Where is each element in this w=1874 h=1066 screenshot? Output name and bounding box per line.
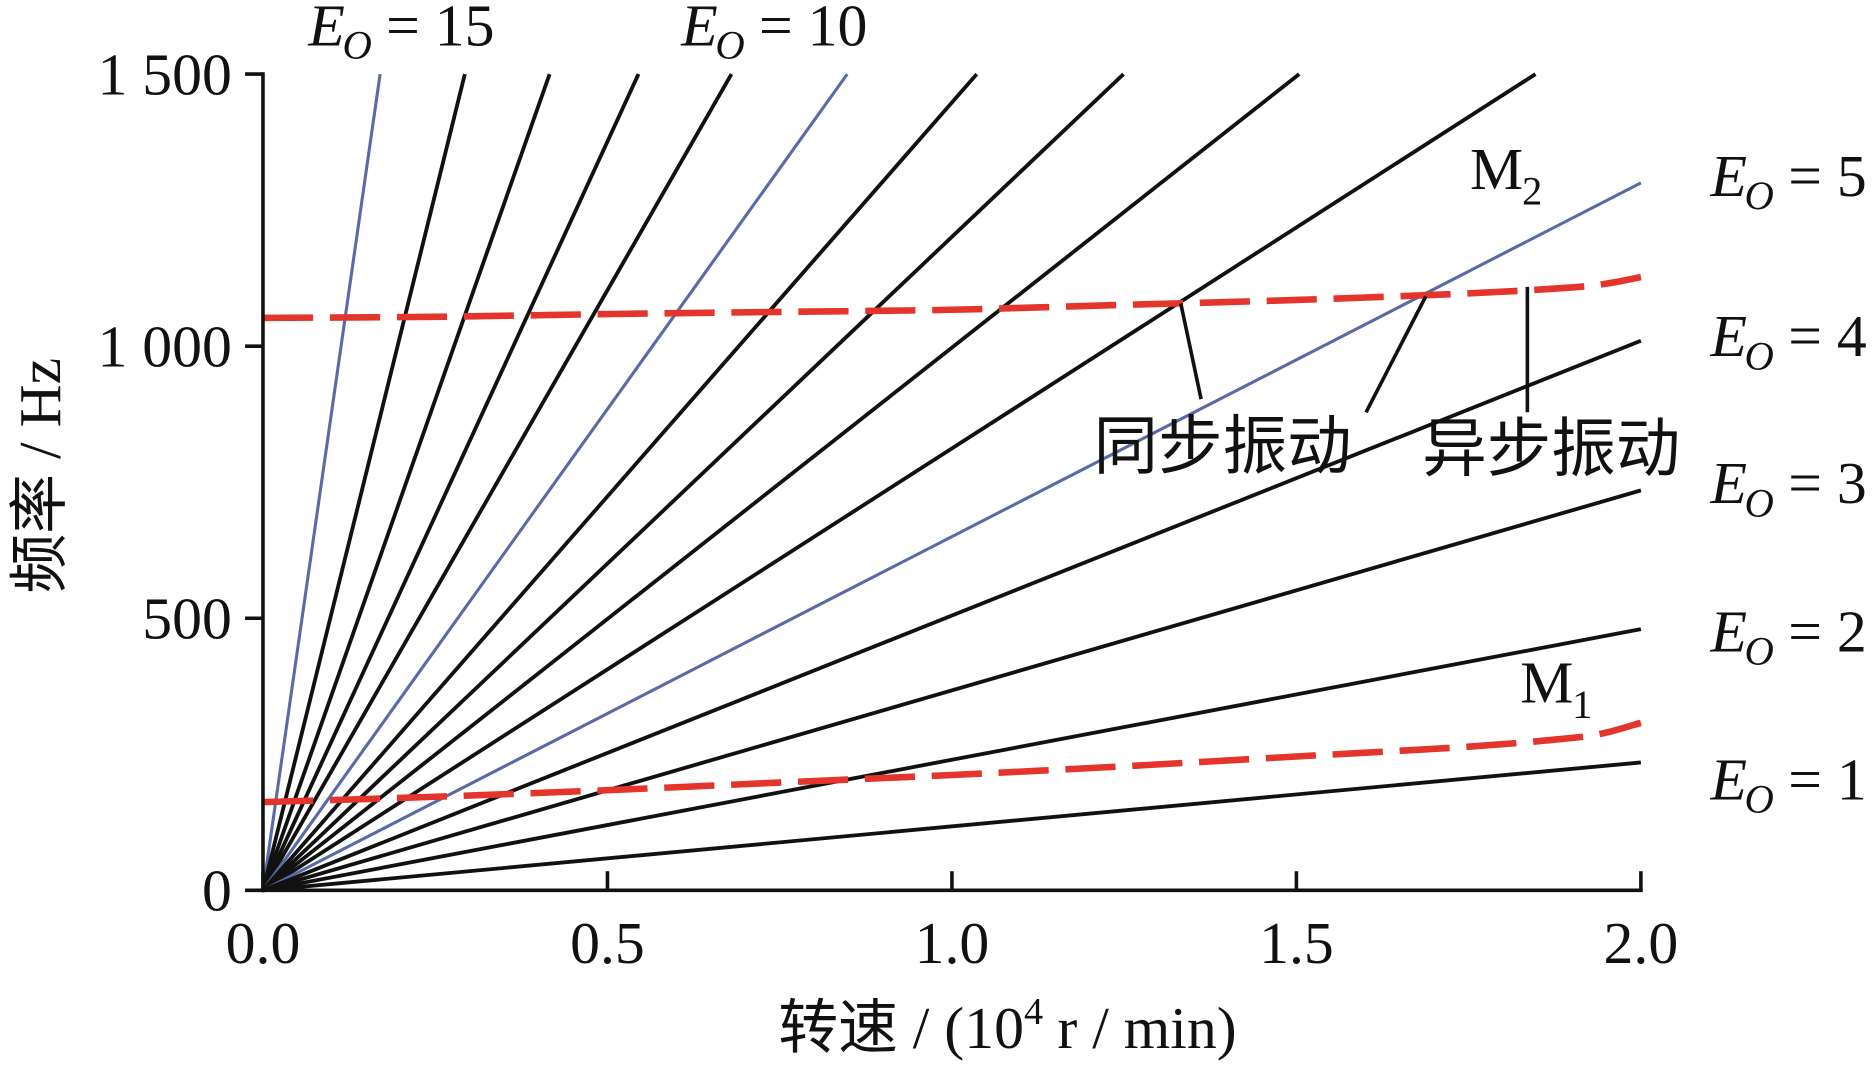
eo-label-3: EO = 3 bbox=[1709, 450, 1866, 525]
x-tick-label: 1.0 bbox=[915, 910, 990, 976]
eo-label-value: = 5 bbox=[1788, 143, 1867, 209]
engine-order-line-5 bbox=[261, 73, 734, 892]
eo-label-letter: E bbox=[1709, 598, 1747, 664]
eo-label-4: EO = 4 bbox=[1709, 303, 1866, 378]
eo-label-value: = 3 bbox=[1788, 450, 1867, 516]
x-axis-label-main: 转速 / (10 bbox=[778, 995, 1024, 1061]
eo-label-letter: E bbox=[680, 0, 718, 58]
eo-label-subscript: O bbox=[1745, 333, 1774, 378]
annotation-synchronous-vibration: 同步振动 bbox=[1094, 410, 1352, 482]
engine-order-line-12 bbox=[262, 338, 1642, 893]
x-axis-label: 转速 / (104 r / min) bbox=[778, 991, 1236, 1061]
eo-label-letter: E bbox=[1709, 143, 1747, 209]
eo-label-subscript: O bbox=[715, 23, 744, 68]
x-axis-label-superscript: 4 bbox=[1024, 991, 1043, 1033]
y-tick-label: 1 000 bbox=[97, 313, 231, 379]
engine-order-line-11 bbox=[262, 181, 1642, 892]
eo-label-subscript: O bbox=[1745, 628, 1774, 673]
x-tick-label: 1.5 bbox=[1259, 910, 1334, 976]
eo-label-value: = 15 bbox=[386, 0, 494, 58]
eo-label-5: EO = 5 bbox=[1709, 143, 1866, 218]
engine-order-line-4 bbox=[261, 73, 641, 892]
eo-label-value: = 4 bbox=[1788, 303, 1867, 369]
eo-label-subscript: O bbox=[343, 23, 372, 68]
mode-curve-m2 bbox=[262, 273, 1642, 322]
engine-order-lines bbox=[261, 72, 1642, 893]
mode-label-letter: M bbox=[1520, 650, 1573, 716]
engine-order-line-8 bbox=[261, 72, 1125, 892]
x-axis-label-unit: r / min) bbox=[1057, 995, 1236, 1061]
engine-order-line-14 bbox=[262, 627, 1642, 893]
x-tick-label: 0.5 bbox=[570, 910, 645, 976]
axis-ticks: 0 500 1 000 1 500 0.0 0.5 1.0 1.5 2.0 bbox=[97, 41, 1678, 976]
engine-order-line-9 bbox=[261, 72, 1301, 892]
engine-order-line-13 bbox=[262, 488, 1642, 893]
eo-label-letter: E bbox=[1709, 303, 1747, 369]
y-tick-label: 0 bbox=[202, 858, 232, 924]
engine-order-line-7 bbox=[261, 72, 979, 892]
mode-label-subscript: 1 bbox=[1572, 682, 1592, 727]
engine-order-line-15 bbox=[262, 760, 1642, 893]
eo-label-10: EO = 10 bbox=[680, 0, 867, 68]
eo-label-value: = 1 bbox=[1788, 746, 1867, 812]
eo-label-15: EO = 15 bbox=[307, 0, 494, 68]
annotation-asynchronous-vibration: 异步振动 bbox=[1422, 413, 1680, 485]
eo-label-letter: E bbox=[307, 0, 345, 58]
eo-label-letter: E bbox=[1709, 450, 1747, 516]
y-tick-label: 1 500 bbox=[97, 41, 231, 107]
y-axis-label: 频率 / Hz bbox=[7, 358, 73, 594]
engine-order-line-2 bbox=[261, 73, 467, 891]
engine-order-line-10 bbox=[261, 72, 1537, 892]
mode-label-letter: M bbox=[1470, 136, 1523, 202]
engine-order-line-1 bbox=[261, 73, 382, 891]
mode-label-m1: M1 bbox=[1520, 650, 1592, 728]
eo-label-subscript: O bbox=[1745, 777, 1774, 822]
leader-line-sync-1 bbox=[1179, 303, 1203, 400]
leader-lines bbox=[1179, 286, 1530, 414]
x-tick-label: 0.0 bbox=[226, 910, 301, 976]
eo-label-subscript: O bbox=[1745, 480, 1774, 525]
mode-curves bbox=[262, 273, 1642, 806]
engine-order-line-6 bbox=[261, 73, 849, 892]
eo-label-letter: E bbox=[1709, 746, 1747, 812]
y-tick-label: 500 bbox=[142, 586, 232, 652]
mode-label-subscript: 2 bbox=[1522, 168, 1542, 213]
eo-label-1: EO = 1 bbox=[1709, 746, 1866, 821]
x-tick-label: 2.0 bbox=[1604, 910, 1679, 976]
mode-label-m2: M2 bbox=[1470, 136, 1542, 214]
eo-label-2: EO = 2 bbox=[1709, 598, 1866, 673]
eo-label-value: = 2 bbox=[1788, 598, 1867, 664]
eo-label-value: = 10 bbox=[759, 0, 867, 58]
eo-label-subscript: O bbox=[1745, 173, 1774, 218]
leader-line-sync-2 bbox=[1364, 295, 1428, 414]
mode-curve-m1 bbox=[262, 719, 1642, 806]
engine-order-line-3 bbox=[261, 73, 552, 891]
